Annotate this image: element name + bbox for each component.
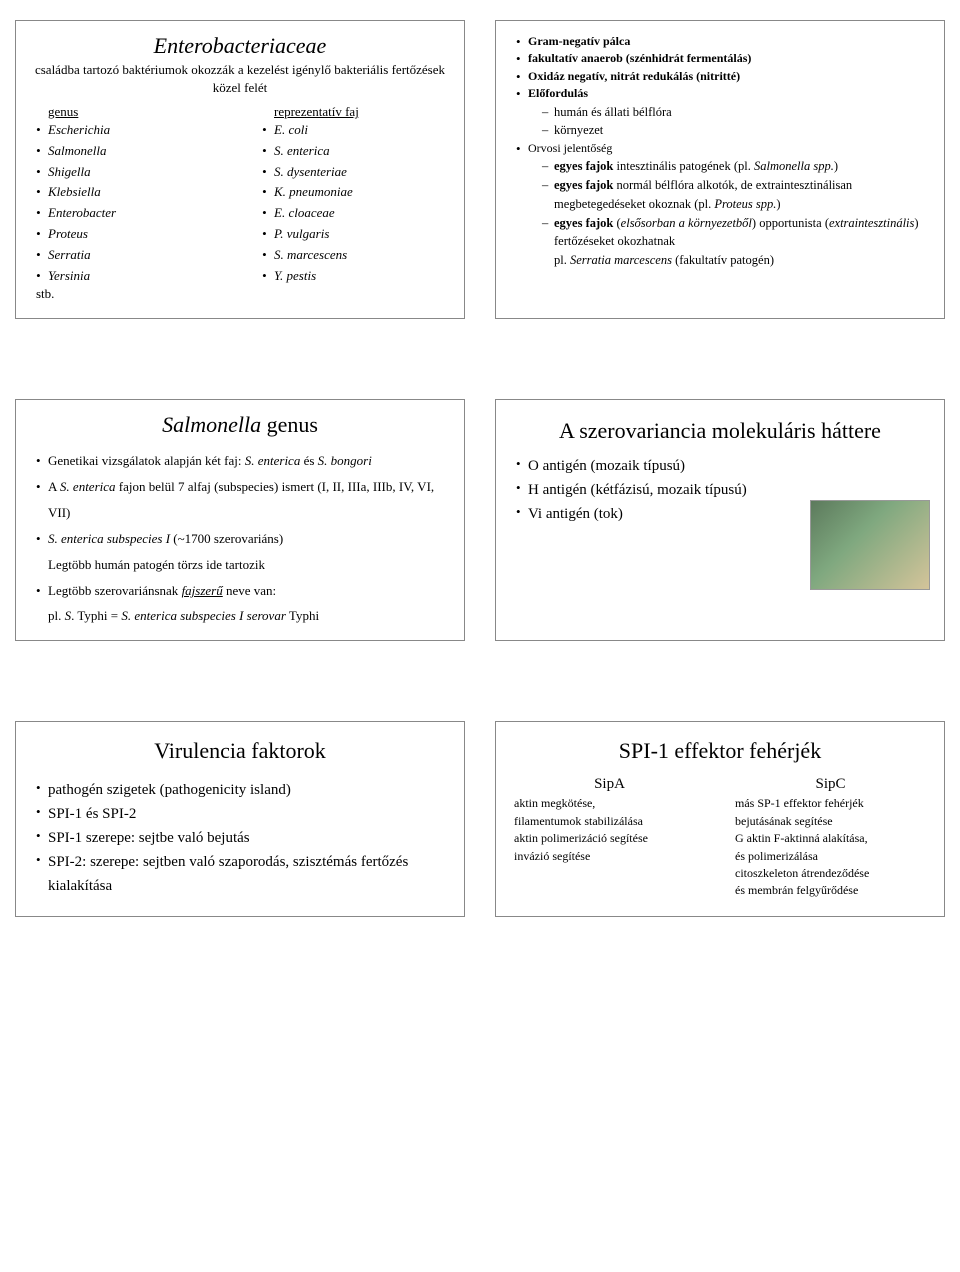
sub-list-item: egyes fajok intesztinális patogének (pl.… xyxy=(542,157,926,176)
list-item: Escherichia xyxy=(34,120,220,141)
list-item: Y. pestis xyxy=(260,266,446,287)
sub-list-item: környezet xyxy=(542,121,926,140)
list-item: O antigén (mozaik típusú) xyxy=(514,454,926,478)
sipa-body: aktin megkötése,filamentumok stabilizálá… xyxy=(514,795,705,865)
panel1-subtitle: családba tartozó baktériumok okozzák a k… xyxy=(34,61,446,96)
list-item: Klebsiella xyxy=(34,182,220,203)
list-item: S. dysenteriae xyxy=(260,162,446,183)
panel6-title: SPI-1 effektor fehérjék xyxy=(514,738,926,764)
panel4-title: A szerovariancia molekuláris háttere xyxy=(514,418,926,444)
list-item: E. coli xyxy=(260,120,446,141)
list-item: Enterobacter xyxy=(34,203,220,224)
sipc-column: SipC más SP-1 effektor fehérjékbejutásán… xyxy=(735,776,926,899)
list-item: Salmonella xyxy=(34,141,220,162)
species-list: E. coli S. enterica S. dysenteriae K. pn… xyxy=(260,120,446,286)
sub-list-item: egyes fajok (elsősorban a környezetből) … xyxy=(542,214,926,270)
list-item: S. enterica xyxy=(260,141,446,162)
list-item: fakultatív anaerob (szénhidrát fermentál… xyxy=(514,50,926,67)
list-item: H antigén (kétfázisú, mozaik típusú) xyxy=(514,478,926,502)
list-item: A S. enterica fajon belül 7 alfaj (subsp… xyxy=(34,474,446,526)
stb-label: stb. xyxy=(34,286,220,302)
characteristics-list: Gram-negatív pálcafakultatív anaerob (sz… xyxy=(514,33,926,270)
list-item: Előforduláshumán és állati bélflórakörny… xyxy=(514,85,926,140)
panel-virulence: Virulencia faktorok pathogén szigetek (p… xyxy=(15,721,465,916)
col1-head: genus xyxy=(34,104,220,120)
list-item: P. vulgaris xyxy=(260,224,446,245)
list-item: Shigella xyxy=(34,162,220,183)
list-item: SPI-1 és SPI-2 xyxy=(34,802,446,826)
sub-list-item: humán és állati bélflóra xyxy=(542,103,926,122)
list-item: Proteus xyxy=(34,224,220,245)
panel3-title: Salmonella genus xyxy=(34,412,446,438)
panel-characteristics: Gram-negatív pálcafakultatív anaerob (sz… xyxy=(495,20,945,319)
list-item: Genetikai vizsgálatok alapján két faj: S… xyxy=(34,448,446,474)
salmonella-list: Genetikai vizsgálatok alapján két faj: S… xyxy=(34,448,446,604)
list-item: Yersinia xyxy=(34,266,220,287)
sipa-column: SipA aktin megkötése,filamentumok stabil… xyxy=(514,776,705,899)
panel-serovariance: A szerovariancia molekuláris háttere O a… xyxy=(495,399,945,641)
list-item: Serratia xyxy=(34,245,220,266)
list-item: Oxidáz negatív, nitrát redukálás (nitrit… xyxy=(514,68,926,85)
list-item: K. pneumoniae xyxy=(260,182,446,203)
panel-enterobacteriaceae: Enterobacteriaceae családba tartozó bakt… xyxy=(15,20,465,319)
title-italic: Salmonella xyxy=(162,412,261,437)
panel3-footer: pl. S. Typhi = S. enterica subspecies I … xyxy=(34,608,446,624)
list-item: Orvosi jelentőségegyes fajok intesztinál… xyxy=(514,140,926,270)
panel-salmonella-genus: Salmonella genus Genetikai vizsgálatok a… xyxy=(15,399,465,641)
genus-list: Escherichia Salmonella Shigella Klebsiel… xyxy=(34,120,220,286)
virulence-list: pathogén szigetek (pathogenicity island)… xyxy=(34,778,446,898)
sipc-body: más SP-1 effektor fehérjékbejutásának se… xyxy=(735,795,926,899)
title-rest: genus xyxy=(261,412,318,437)
list-item: E. cloaceae xyxy=(260,203,446,224)
col2-head: reprezentatív faj xyxy=(260,104,446,120)
panel5-title: Virulencia faktorok xyxy=(34,738,446,764)
sipc-head: SipC xyxy=(735,776,926,793)
sub-list-item: egyes fajok normál bélflóra alkotók, de … xyxy=(542,176,926,214)
bacteria-image xyxy=(810,500,930,590)
list-item: pathogén szigetek (pathogenicity island) xyxy=(34,778,446,802)
list-item: S. enterica subspecies I (~1700 szerovar… xyxy=(34,526,446,578)
panel1-title: Enterobacteriaceae xyxy=(34,33,446,59)
sipa-head: SipA xyxy=(514,776,705,793)
list-item: Legtöbb szerovariánsnak fajszerű neve va… xyxy=(34,578,446,604)
list-item: SPI-1 szerepe: sejtbe való bejutás xyxy=(34,826,446,850)
panel-spi1-effectors: SPI-1 effektor fehérjék SipA aktin megkö… xyxy=(495,721,945,916)
list-item: SPI-2: szerepe: sejtben való szaporodás,… xyxy=(34,850,446,898)
list-item: Gram-negatív pálca xyxy=(514,33,926,50)
list-item: S. marcescens xyxy=(260,245,446,266)
